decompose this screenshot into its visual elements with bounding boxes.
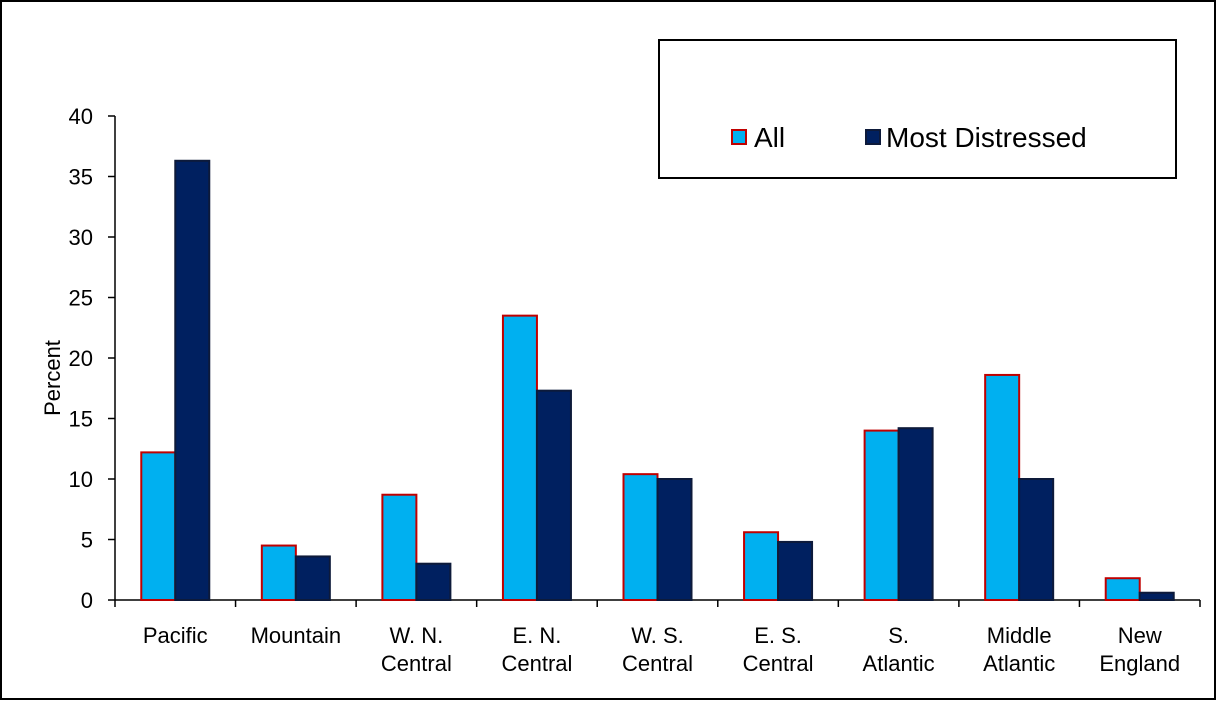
y-tick-label: 25 <box>69 286 93 311</box>
x-tick-label: W. S. Central <box>622 623 693 676</box>
legend-label-most-distressed: Most Distressed <box>886 122 1087 153</box>
bar-all <box>622 473 659 601</box>
bar-all <box>501 314 538 601</box>
bar-all <box>743 531 780 601</box>
bar-all <box>1104 577 1141 601</box>
bar-all <box>984 373 1021 601</box>
y-tick-label: 20 <box>69 346 93 371</box>
legend-swatch-most-distressed <box>865 129 881 145</box>
y-axis-label: Percent <box>40 340 65 416</box>
x-tick-label: New England <box>1099 623 1180 676</box>
bar-all <box>863 429 900 601</box>
y-tick-label: 10 <box>69 467 93 492</box>
x-tick-label: W. N. Central <box>381 623 452 676</box>
bar-all <box>140 451 177 601</box>
bar-most-distressed <box>656 478 693 601</box>
bar-most-distressed <box>1138 591 1175 601</box>
y-tick-label: 15 <box>69 407 93 432</box>
bar-most-distressed <box>174 159 211 602</box>
x-tick-label: E. N. Central <box>501 623 572 676</box>
x-tick-label: S. Atlantic <box>863 623 935 676</box>
bars <box>140 159 1175 602</box>
y-axis: 0 5 10 15 20 25 30 35 40 <box>69 104 116 613</box>
y-tick-label: 30 <box>69 225 93 250</box>
x-tick-label: Pacific <box>143 623 208 648</box>
legend: All Most Distressed <box>658 39 1177 179</box>
bar-all <box>381 493 418 602</box>
bar-most-distressed <box>777 540 814 601</box>
legend-box <box>658 39 1177 179</box>
bar-all <box>260 544 297 601</box>
legend-label-all: All <box>754 122 785 153</box>
bar-most-distressed <box>415 562 452 602</box>
x-tick-label: Middle Atlantic <box>983 623 1055 676</box>
bar-most-distressed <box>897 427 934 601</box>
bar-most-distressed <box>535 389 572 602</box>
y-tick-label: 40 <box>69 104 93 129</box>
bar-most-distressed <box>1018 478 1055 601</box>
y-tick-label: 35 <box>69 165 93 190</box>
y-tick-label: 5 <box>81 528 93 553</box>
y-tick-label: 0 <box>81 588 93 613</box>
x-tick-label: Mountain <box>251 623 342 648</box>
legend-swatch-all <box>731 129 747 145</box>
x-tick-label: E. S. Central <box>743 623 814 676</box>
bar-most-distressed <box>294 555 331 602</box>
